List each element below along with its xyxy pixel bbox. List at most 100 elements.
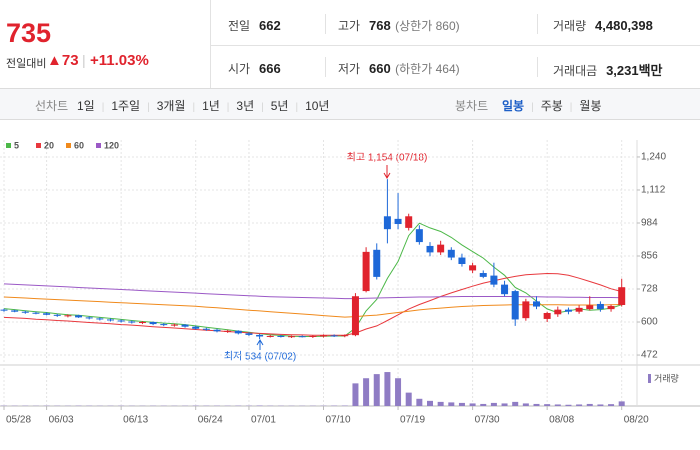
divider — [210, 0, 211, 88]
x-tick-label: 07/30 — [475, 415, 500, 426]
volume-bar — [597, 404, 604, 406]
candle-body — [458, 257, 466, 264]
candle-body — [170, 324, 178, 326]
tab-separator: | — [147, 102, 150, 113]
legend-label: 60 — [74, 140, 84, 150]
candle-body — [415, 229, 423, 243]
volume-bar — [458, 402, 465, 406]
annotation-arrow — [256, 339, 264, 346]
stat-value: 3,231백만 — [606, 63, 663, 78]
tab[interactable]: 월봉 — [579, 99, 602, 113]
volume-bar — [608, 404, 615, 406]
candle-body — [469, 265, 477, 271]
candle-body — [32, 312, 40, 314]
tab-separator: | — [569, 102, 573, 113]
x-tick-label: 06/24 — [198, 415, 223, 426]
stat: 저가 660 (하한가 464) — [338, 60, 460, 78]
candle-body — [405, 216, 413, 228]
divider — [210, 45, 700, 46]
candle-body — [128, 321, 136, 323]
period-tabs: 선차트 1일 | 1주일 | 3개월 | 1년 | 3년 | 5년 | 10년 봉차트 일봉 | 주봉 | 월봉 — [0, 88, 700, 120]
separator: | — [82, 52, 86, 68]
candle-body — [96, 318, 104, 320]
change: ▲73 — [47, 52, 79, 69]
candle-body — [256, 334, 264, 337]
stat: 고가 768 (상한가 860) — [338, 17, 460, 35]
tab[interactable]: 5년 — [270, 99, 289, 113]
y-tick-label: 984 — [641, 218, 658, 229]
volume-bar — [352, 383, 359, 406]
legend-swatch — [648, 374, 651, 383]
candle-body — [501, 284, 509, 295]
x-tick-label: 07/19 — [400, 415, 425, 426]
tab[interactable]: 1일 — [77, 99, 95, 113]
candle-body — [437, 244, 445, 253]
stat-note: (하한가 464) — [395, 62, 460, 76]
divider — [325, 57, 326, 77]
y-tick-label: 728 — [641, 284, 658, 295]
candle-body — [351, 296, 359, 336]
candle-body — [298, 336, 306, 338]
tab-group: 일봉 | 주봉 | 월봉 — [502, 97, 602, 114]
volume-bar — [480, 403, 487, 406]
candle-body — [0, 309, 8, 311]
tab-group-label: 선차트 — [35, 99, 69, 113]
y-tick-label: 600 — [641, 317, 658, 328]
y-tick-label: 472 — [641, 350, 658, 361]
candle-body — [160, 324, 168, 326]
x-tick-label: 07/01 — [251, 415, 276, 426]
candle-body — [64, 315, 72, 317]
chart: 최고 1,154 (07/18) 최저 534 (07/02) 1,240 1,1… — [0, 140, 700, 426]
x-tick-label: 08/08 — [549, 415, 574, 426]
legend-swatch — [96, 143, 101, 148]
candle-body — [564, 309, 572, 312]
tab[interactable]: 주봉 — [540, 99, 563, 113]
candle-body — [447, 249, 455, 258]
tab-separator: | — [101, 102, 105, 113]
candle-body — [117, 320, 125, 322]
volume-bar — [416, 398, 423, 406]
candle-body — [181, 324, 189, 327]
volume-bar — [490, 402, 497, 406]
legend-label: 5 — [14, 140, 19, 150]
volume-bar — [395, 378, 402, 406]
volume-bar — [405, 392, 412, 406]
volume-bar — [522, 403, 529, 406]
volume-bar — [512, 401, 519, 406]
candle-body — [192, 326, 200, 329]
annotation: 최고 1,154 (07/18) — [347, 152, 428, 164]
stat-label: 저가 — [338, 62, 361, 76]
candle-body — [362, 251, 370, 292]
legend-label: 20 — [44, 140, 54, 150]
candle-body — [394, 218, 402, 225]
candle-body — [245, 333, 253, 335]
tab-separator: | — [192, 102, 196, 113]
stat: 거래량 4,480,398 — [553, 17, 653, 35]
tab[interactable]: 3년 — [236, 99, 255, 113]
change-label: 전일대비 — [6, 58, 47, 70]
tab[interactable]: 1년 — [202, 99, 220, 113]
candle-body — [266, 335, 274, 337]
x-tick-label: 06/03 — [49, 415, 74, 426]
candle-body — [618, 287, 626, 306]
candle-body — [21, 311, 29, 313]
stat-value: 4,480,398 — [595, 18, 653, 33]
candle-body — [330, 335, 338, 337]
candle-body — [511, 291, 519, 320]
tab[interactable]: 10년 — [305, 99, 330, 113]
stat: 시가 666 — [228, 60, 281, 78]
candle-body — [596, 303, 604, 310]
volume-bar — [576, 404, 583, 406]
x-tick-label: 06/13 — [123, 415, 148, 426]
candle-body — [85, 317, 93, 319]
volume-bar — [448, 402, 455, 406]
ma-line — [3, 272, 622, 336]
candle-body — [554, 309, 562, 315]
tab[interactable]: 1주일 — [111, 99, 141, 113]
ma-line — [3, 296, 622, 318]
volume-bar — [363, 378, 370, 406]
tab[interactable]: 일봉 — [502, 99, 525, 113]
tab[interactable]: 3개월 — [156, 99, 186, 113]
candle-body — [543, 312, 551, 319]
volume-bar — [533, 403, 540, 406]
